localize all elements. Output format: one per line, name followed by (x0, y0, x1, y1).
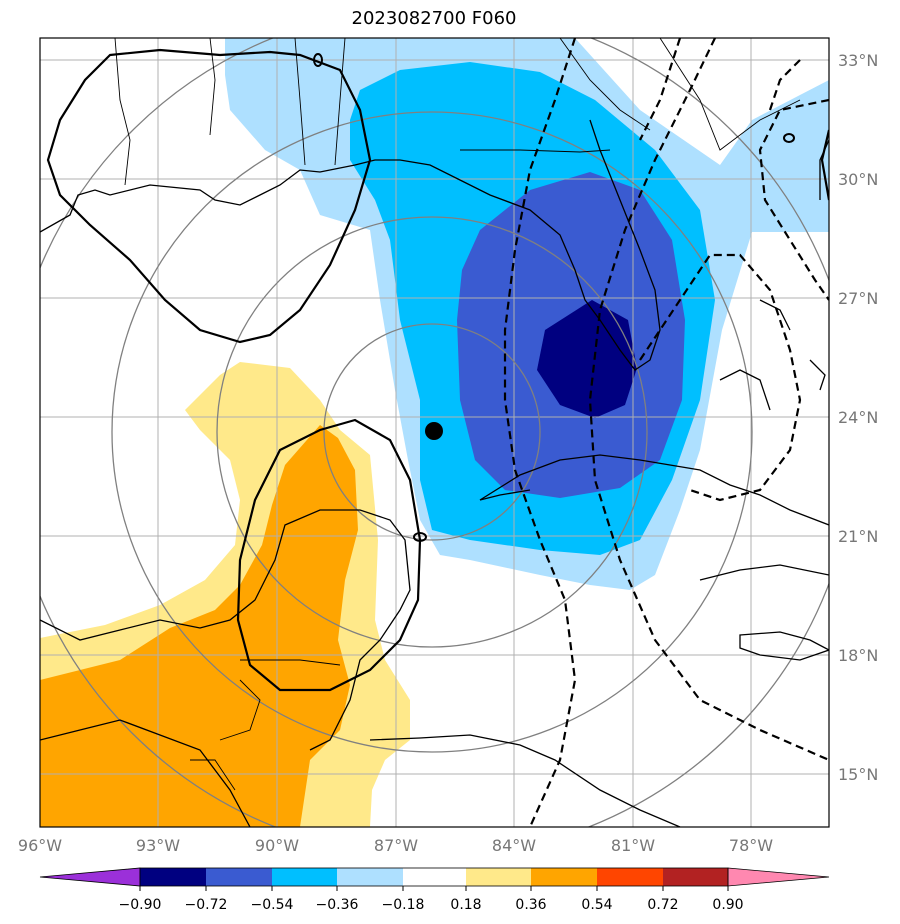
graticule (40, 38, 829, 827)
small-contour (783, 133, 795, 143)
colorbar-segment (466, 868, 531, 886)
colorbar-label: −0.36 (316, 897, 359, 913)
colorbar-segment (272, 868, 337, 886)
colorbar-segment (337, 868, 403, 886)
colorbar-label: −0.90 (119, 897, 162, 913)
small-contour (413, 532, 427, 542)
shade-pos-036 (40, 425, 358, 827)
lat-label: 30°N (838, 170, 878, 189)
colorbar-label: 0.90 (712, 897, 743, 913)
colorbar-segment (140, 868, 206, 886)
lon-tick-labels: 96°W 93°W 90°W 87°W 84°W 81°W 78°W (18, 836, 773, 855)
lat-label: 15°N (838, 765, 878, 784)
lon-label: 93°W (136, 836, 180, 855)
dashed-contours (503, 38, 829, 827)
colorbar-segment (206, 868, 272, 886)
range-rings (40, 38, 829, 827)
storm-center-marker (425, 422, 443, 440)
lat-tick-labels: 33°N 30°N 27°N 24°N 21°N 18°N 15°N (838, 51, 878, 784)
map-title: 2023082700 F060 (351, 8, 517, 29)
colorbar-label: −0.18 (382, 897, 425, 913)
lon-label: 84°W (492, 836, 536, 855)
colorbar-tick-labels: −0.90 −0.72 −0.54 −0.36 −0.18 0.18 0.36 … (119, 897, 744, 913)
lon-label: 78°W (729, 836, 773, 855)
colorbar-label: 0.18 (450, 897, 481, 913)
colorbar-label: −0.54 (251, 897, 294, 913)
colorbar-ticks (139, 886, 729, 891)
colorbar: −0.90 −0.72 −0.54 −0.36 −0.18 0.18 0.36 … (39, 867, 830, 913)
shade-neg-072 (537, 300, 637, 418)
map-plot-area (40, 38, 829, 827)
lat-label: 21°N (838, 527, 878, 546)
lat-label: 24°N (838, 408, 878, 427)
colorbar-low-extension (39, 867, 141, 887)
lon-label: 90°W (255, 836, 299, 855)
lon-label: 87°W (374, 836, 418, 855)
colorbar-label: 0.36 (515, 897, 546, 913)
colorbar-segment (531, 868, 597, 886)
colorbar-label: −0.72 (185, 897, 228, 913)
colorbar-high-extension (727, 867, 830, 887)
colorbar-label: 0.72 (647, 897, 678, 913)
plot-frame (39, 37, 830, 828)
colorbar-label: 0.54 (581, 897, 612, 913)
small-contour (313, 53, 323, 67)
coastlines (40, 119, 829, 827)
boundaries (114, 38, 801, 791)
colorbar-segment (403, 868, 466, 886)
colorbar-segment (663, 868, 728, 886)
lon-label: 81°W (611, 836, 655, 855)
lat-label: 33°N (838, 51, 878, 70)
solid-contours (46, 48, 829, 692)
lat-label: 27°N (838, 289, 878, 308)
lat-label: 18°N (838, 646, 878, 665)
colorbar-frame (139, 867, 729, 887)
colorbar-segment (597, 868, 663, 886)
lon-label: 96°W (18, 836, 62, 855)
